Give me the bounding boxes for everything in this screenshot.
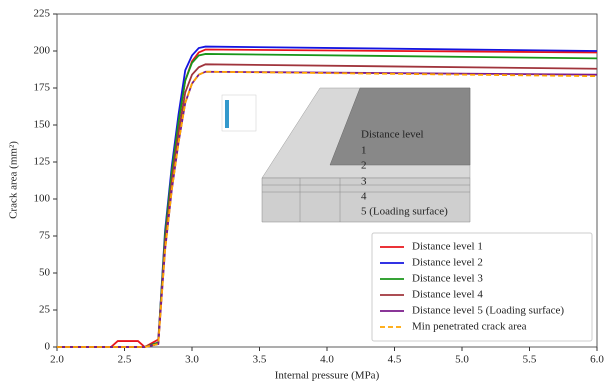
y-tick-label: 25 [39,304,51,316]
legend-label: Min penetrated crack area [412,321,527,333]
x-tick-label: 2.0 [50,354,64,366]
x-tick-label: 2.5 [118,354,132,366]
inset-label: 1 [361,145,367,157]
inset-label: Distance level [361,129,424,141]
x-tick-label: 5.5 [523,354,537,366]
inset-colorbar [225,100,229,128]
inset-label: 4 [361,191,367,203]
y-axis-label: Crack area (mm²) [8,141,20,219]
x-tick-label: 5.0 [455,354,469,366]
inset-label: 3 [361,176,367,188]
legend-label: Distance level 4 [412,289,483,301]
x-tick-label: 3.5 [253,354,267,366]
x-tick-label: 4.0 [320,354,334,366]
y-tick-label: 125 [34,156,51,168]
y-tick-label: 50 [39,267,51,279]
inset-label: 5 (Loading surface) [361,206,448,218]
legend-label: Distance level 3 [412,273,483,285]
y-tick-label: 100 [34,193,51,205]
y-tick-label: 225 [34,8,51,20]
inset-figure [222,88,470,223]
y-tick-label: 0 [45,341,51,353]
y-tick-label: 175 [34,82,51,94]
chart: Distance level 1 2 3 4 5 (Loading surfac… [0,0,605,383]
y-tick-label: 150 [34,119,51,131]
y-tick-label: 75 [39,230,51,242]
y-tick-label: 200 [34,45,51,57]
inset-label: 2 [361,160,367,172]
legend-label: Distance level 2 [412,257,483,269]
legend-label: Distance level 1 [412,241,483,253]
x-axis-label: Internal pressure (MPa) [275,370,380,382]
legend-label: Distance level 5 (Loading surface) [412,305,564,317]
x-tick-label: 6.0 [590,354,604,366]
x-tick-label: 3.0 [185,354,199,366]
x-tick-label: 4.5 [388,354,402,366]
